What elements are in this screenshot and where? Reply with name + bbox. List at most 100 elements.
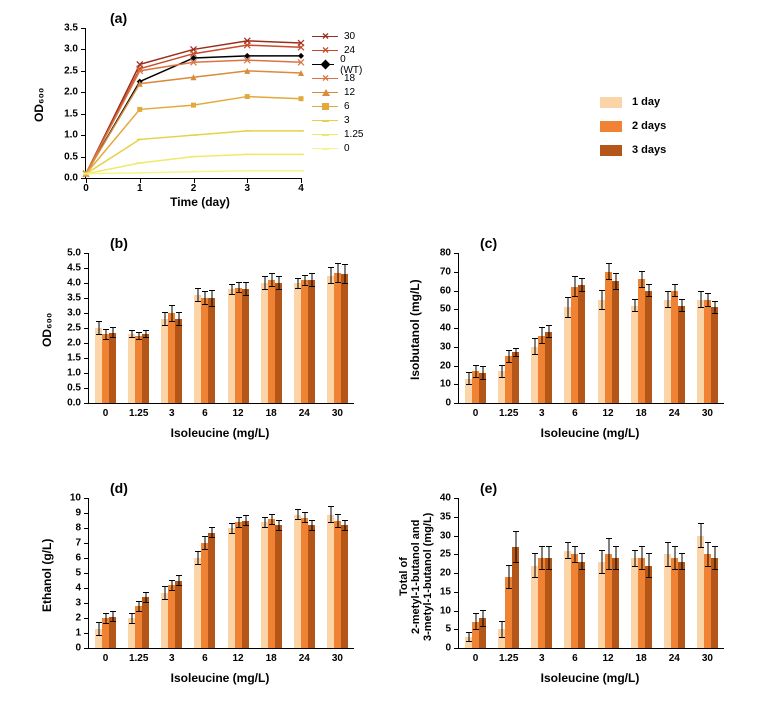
x-tick-label: 1.25 xyxy=(129,653,148,664)
y-tick-label: 0 xyxy=(421,643,451,654)
bar xyxy=(512,352,519,403)
x-tick-label: 18 xyxy=(636,653,647,664)
x-tick-label: 0 xyxy=(473,408,479,419)
y-tick-label: 1.5 xyxy=(51,353,81,364)
bar xyxy=(175,581,182,649)
x-tick-label: 0 xyxy=(103,653,109,664)
bar xyxy=(664,554,671,648)
bar xyxy=(605,272,612,403)
y-tick-label: 35 xyxy=(421,511,451,522)
bar xyxy=(228,289,235,403)
bar xyxy=(109,333,116,404)
panel-e-plot: 051015202530354001.253612182430 xyxy=(458,498,724,649)
x-tick-label: 0 xyxy=(103,408,109,419)
series-marker xyxy=(191,103,196,108)
bar xyxy=(638,279,645,403)
bar xyxy=(194,295,201,403)
x-tick-label: 12 xyxy=(603,653,614,664)
x-tick-label: 12 xyxy=(603,408,614,419)
bar xyxy=(645,566,652,649)
legend-marker xyxy=(312,87,338,99)
bar xyxy=(135,606,142,648)
x-tick-label: 1.25 xyxy=(499,653,518,664)
x-tick-label: 1.25 xyxy=(129,408,148,419)
y-tick-label: 1.0 xyxy=(52,130,78,141)
bar xyxy=(142,597,149,648)
legend-label: 6 xyxy=(344,101,350,112)
x-tick-label: 1.25 xyxy=(499,408,518,419)
panel-b: (b) OD₆₀₀ Isoleucine (mg/L) 0.00.51.01.5… xyxy=(40,235,360,440)
panel-d-plot: 01234567891001.253612182430 xyxy=(88,498,354,649)
x-tick-label: 12 xyxy=(233,653,244,664)
legend-swatch xyxy=(600,145,622,156)
legend-label: 30 xyxy=(344,31,355,42)
bar xyxy=(161,319,168,403)
y-tick-label: 60 xyxy=(421,285,451,296)
x-tick-label: 2 xyxy=(191,183,197,194)
bar-legend: 1 day 2 days 3 days xyxy=(600,95,666,167)
y-tick-label: 0.5 xyxy=(51,383,81,394)
bar xyxy=(711,558,718,648)
y-tick-label: 3 xyxy=(51,598,81,609)
legend-marker xyxy=(312,101,338,113)
bar xyxy=(242,521,249,649)
legend-label: 1.25 xyxy=(344,129,363,140)
y-tick-label: 8 xyxy=(51,523,81,534)
bar xyxy=(168,585,175,648)
bar xyxy=(168,313,175,403)
bar xyxy=(161,593,168,649)
bar xyxy=(612,558,619,648)
panel-c-label: (c) xyxy=(480,235,497,251)
line-legend-item: 0 (WT) xyxy=(312,58,366,71)
bar xyxy=(664,300,671,403)
panel-a-legend: ×30×240 (WT)×1812631.250 xyxy=(312,30,366,156)
bar xyxy=(294,283,301,403)
x-tick-label: 18 xyxy=(266,653,277,664)
y-tick-label: 9 xyxy=(51,508,81,519)
bar xyxy=(294,515,301,649)
legend-label: 3 days xyxy=(632,144,666,156)
legend-label: 2 days xyxy=(632,120,666,132)
panel-a-lines xyxy=(86,28,301,178)
y-tick-label: 30 xyxy=(421,341,451,352)
bar xyxy=(564,307,571,403)
legend-marker xyxy=(312,129,338,141)
bar xyxy=(261,283,268,403)
bar xyxy=(327,276,334,404)
bar-legend-item: 1 day xyxy=(600,95,666,109)
panel-a-plot: 0.00.51.01.52.02.53.03.501234 xyxy=(85,28,301,179)
y-tick-label: 3.5 xyxy=(52,23,78,34)
bar xyxy=(505,356,512,403)
y-tick-label: 1 xyxy=(51,628,81,639)
x-tick-label: 3 xyxy=(539,408,545,419)
bar xyxy=(208,298,215,403)
bar xyxy=(704,554,711,648)
x-tick-label: 30 xyxy=(332,408,343,419)
series-marker xyxy=(245,94,250,99)
y-tick-label: 10 xyxy=(421,379,451,390)
y-tick-label: 10 xyxy=(51,493,81,504)
y-tick-label: 2.0 xyxy=(52,87,78,98)
bar xyxy=(301,518,308,649)
bar xyxy=(598,300,605,403)
line-legend-item: 1.25 xyxy=(312,128,366,141)
bar xyxy=(341,274,348,403)
bar xyxy=(308,280,315,403)
y-tick-label: 3.0 xyxy=(52,44,78,55)
bar xyxy=(612,281,619,403)
bar xyxy=(711,307,718,403)
bar xyxy=(645,291,652,404)
y-tick-label: 0.0 xyxy=(52,173,78,184)
legend-marker: × xyxy=(312,45,338,57)
panel-a: (a) OD₆₀₀ Time (day) 0.00.51.01.52.02.53… xyxy=(40,10,350,205)
y-tick-label: 15 xyxy=(421,586,451,597)
bar xyxy=(128,334,135,403)
bar xyxy=(571,287,578,403)
line-legend-item: 0 xyxy=(312,142,366,155)
bar xyxy=(334,521,341,649)
bar xyxy=(631,306,638,404)
x-tick-label: 12 xyxy=(233,408,244,419)
panel-c-xlabel: Isoleucine (mg/L) xyxy=(510,426,670,440)
y-tick-label: 0.0 xyxy=(51,398,81,409)
y-tick-label: 10 xyxy=(421,605,451,616)
